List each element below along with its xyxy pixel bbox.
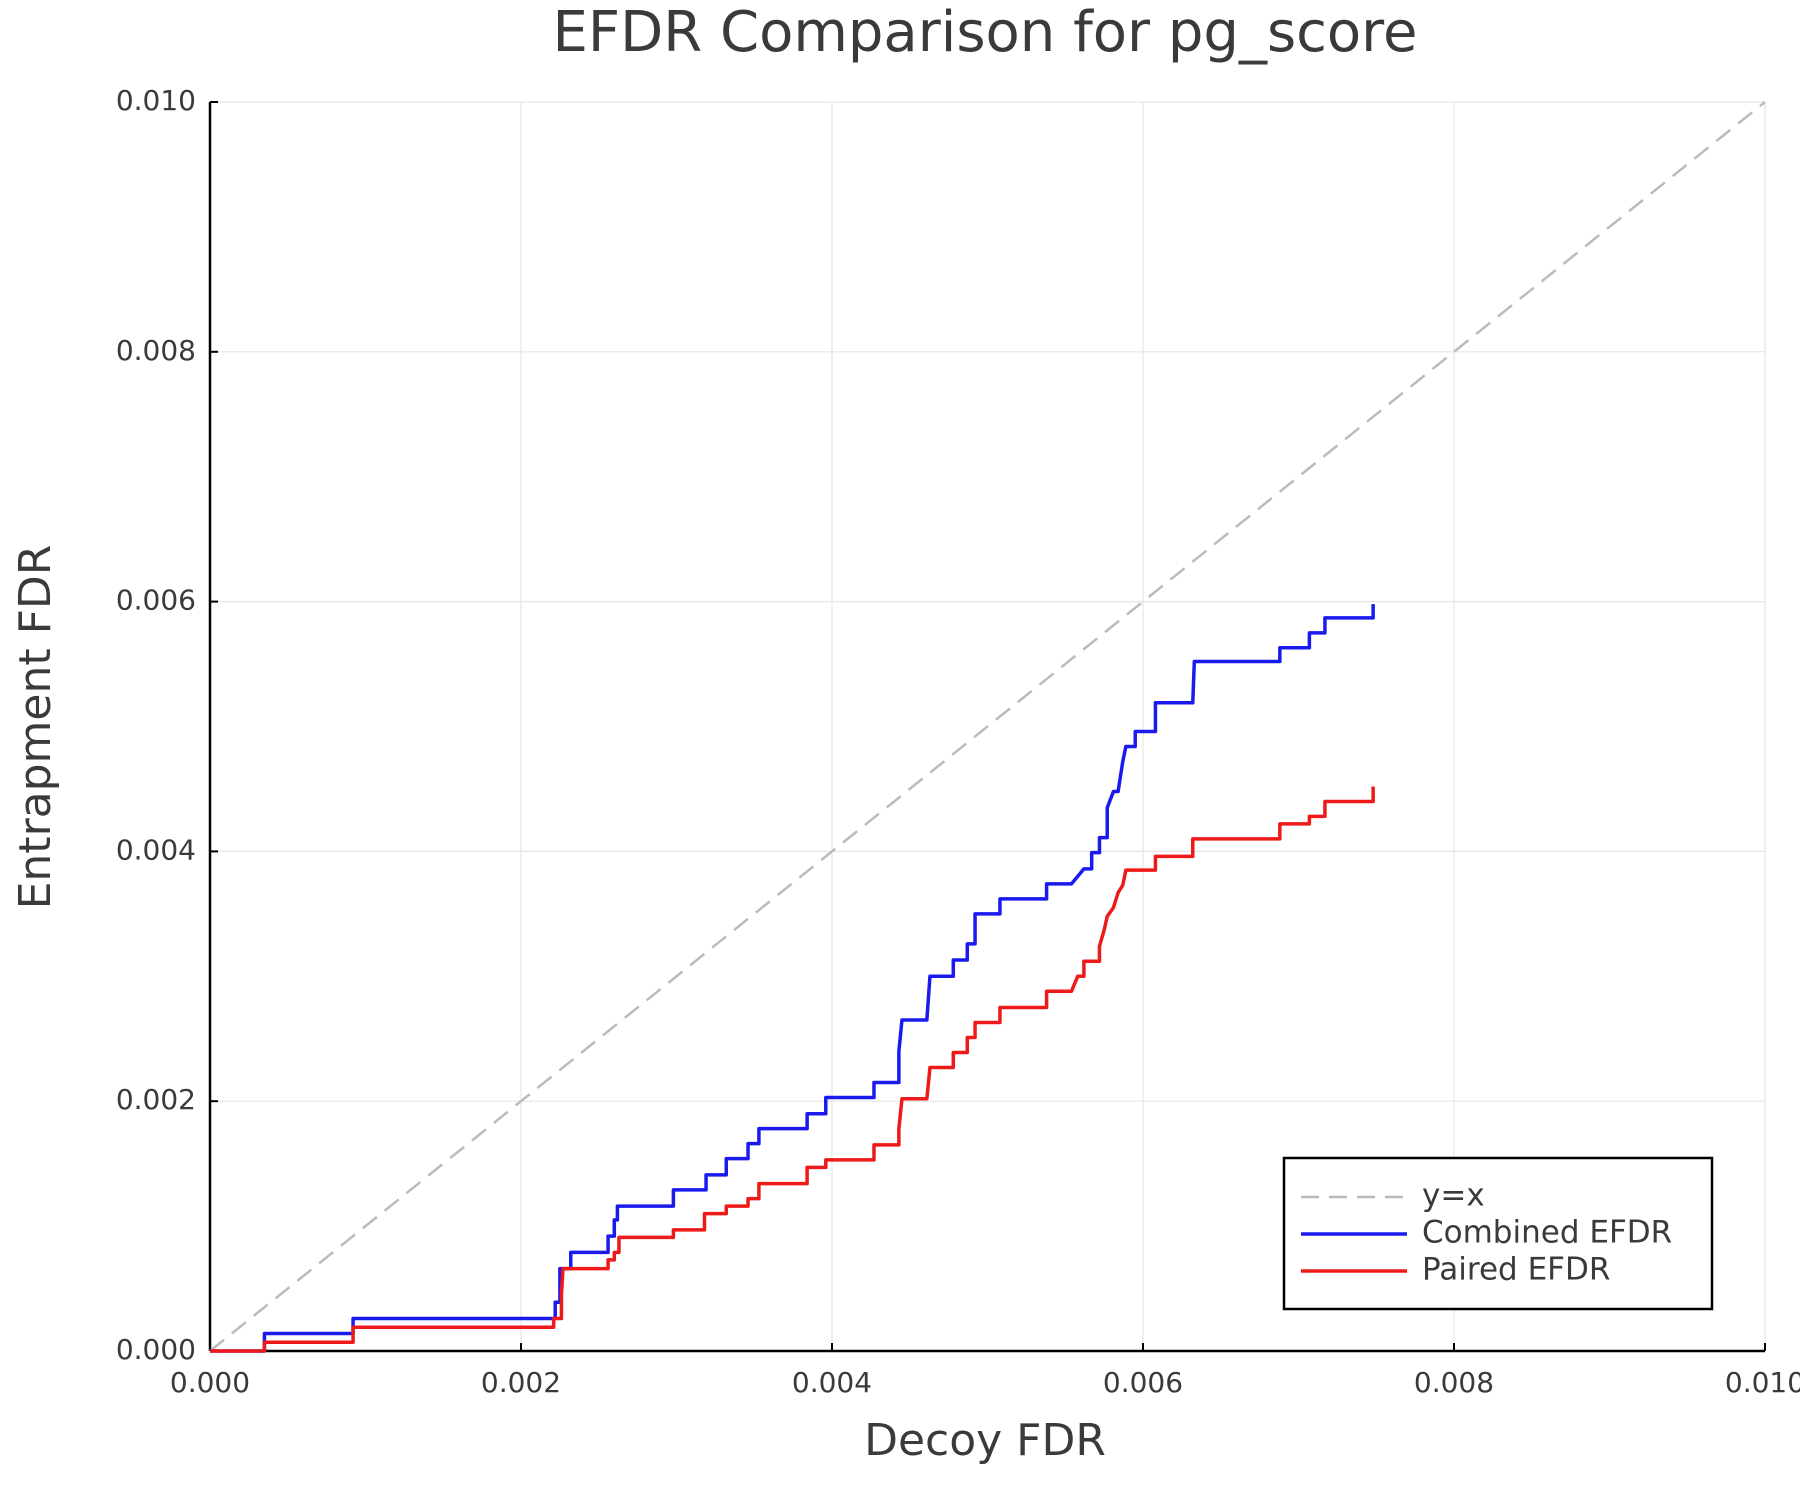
legend-label: y=x — [1422, 1178, 1485, 1214]
x-tick-label: 0.004 — [792, 1366, 872, 1399]
x-tick-label: 0.006 — [1103, 1366, 1183, 1399]
y-tick-label: 0.006 — [116, 584, 196, 617]
y-tick-label: 0.008 — [116, 334, 196, 367]
legend-label: Paired EFDR — [1422, 1252, 1610, 1288]
x-tick-label: 0.000 — [170, 1366, 250, 1399]
y-tick-label: 0.000 — [116, 1333, 196, 1366]
x-tick-label: 0.010 — [1725, 1366, 1800, 1399]
x-axis-label: Decoy FDR — [864, 1415, 1106, 1466]
y-axis-label: Entrapment FDR — [10, 545, 61, 910]
line-series — [210, 786, 1375, 1353]
y-tick-label: 0.010 — [116, 84, 196, 117]
line-series — [209, 101, 1766, 1352]
y-tick-label: 0.002 — [116, 1083, 196, 1116]
y-tick-label: 0.004 — [116, 833, 196, 866]
x-tick-label: 0.002 — [481, 1366, 561, 1399]
legend-label: Combined EFDR — [1422, 1215, 1672, 1251]
x-tick-label: 0.008 — [1414, 1366, 1494, 1399]
chart-title: EFDR Comparison for pg_score — [553, 0, 1418, 65]
line-series — [210, 604, 1375, 1353]
